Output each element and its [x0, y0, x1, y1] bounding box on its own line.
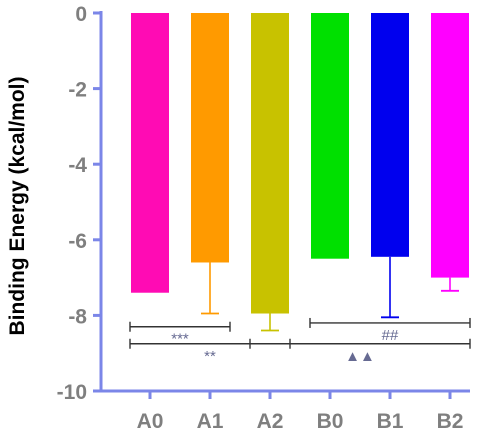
y-tick-label-3: -6 — [68, 230, 87, 253]
x-tick-label-b1: B1 — [377, 410, 404, 433]
y-axis-label: Binding Energy (kcal/mol) — [6, 76, 29, 336]
x-tick-label-b0: B0 — [317, 410, 344, 433]
y-tick-label-4: -8 — [68, 305, 87, 328]
bar-b1 — [371, 13, 409, 257]
y-tick-label-5: -10 — [57, 381, 87, 404]
bar-a1 — [191, 13, 229, 263]
bar-a2 — [251, 13, 289, 314]
x-tick-label-b2: B2 — [437, 410, 464, 433]
significance-label-0: *** — [171, 331, 189, 348]
significance-label-3: ▲▲ — [345, 348, 375, 365]
bar-b0 — [311, 13, 349, 259]
y-tick-label-2: -4 — [68, 154, 87, 177]
x-tick-label-a0: A0 — [137, 410, 164, 433]
bar-b2 — [431, 13, 469, 278]
significance-label-2: ## — [382, 327, 399, 344]
x-tick-label-a1: A1 — [197, 410, 224, 433]
y-tick-label-1: -2 — [68, 79, 87, 102]
x-tick-label-a2: A2 — [257, 410, 284, 433]
bar-a0 — [131, 13, 169, 293]
significance-label-1: ** — [204, 348, 216, 365]
y-tick-label-0: 0 — [75, 3, 87, 26]
